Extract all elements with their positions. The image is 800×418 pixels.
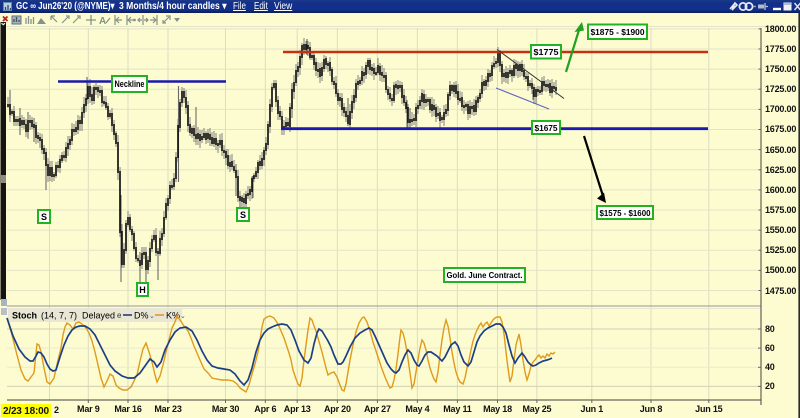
svg-text:1525.00: 1525.00 (765, 245, 796, 255)
svg-text:H: H (139, 285, 146, 295)
svg-text:Mar 9: Mar 9 (77, 404, 100, 414)
svg-text:$1875 - $1900: $1875 - $1900 (591, 27, 645, 37)
svg-text:1675.00: 1675.00 (765, 124, 796, 134)
svg-text:May 18: May 18 (483, 404, 512, 414)
svg-text:Mar 30: Mar 30 (212, 404, 240, 414)
svg-text:Neckline: Neckline (115, 79, 145, 89)
svg-text:Jun 15: Jun 15 (695, 404, 723, 414)
svg-text:2/23 18:00: 2/23 18:00 (3, 406, 49, 417)
svg-text:1575.00: 1575.00 (765, 205, 796, 215)
svg-text:Apr 6: Apr 6 (254, 404, 276, 414)
svg-text:A: A (99, 16, 106, 27)
svg-text:Mar 16: Mar 16 (114, 404, 142, 414)
svg-text:$1575 - $1600: $1575 - $1600 (600, 208, 651, 218)
svg-text:(14, 7, 7): (14, 7, 7) (41, 311, 77, 321)
svg-text:40: 40 (765, 362, 775, 372)
svg-text:1600.00: 1600.00 (765, 185, 796, 195)
svg-text:1500.00: 1500.00 (765, 265, 796, 275)
svg-text:60: 60 (765, 343, 775, 353)
svg-text:Gold. June Contract.: Gold. June Contract. (447, 270, 523, 280)
svg-text:Apr 13: Apr 13 (284, 404, 311, 414)
svg-text:80: 80 (765, 324, 775, 334)
svg-text:Stoch: Stoch (12, 311, 37, 321)
svg-text:$1775: $1775 (534, 47, 559, 57)
svg-text:1775.00: 1775.00 (765, 44, 796, 54)
svg-text:1800.00: 1800.00 (765, 24, 796, 34)
svg-text:1625.00: 1625.00 (765, 165, 796, 175)
svg-text:1750.00: 1750.00 (765, 64, 796, 74)
svg-text:⌄: ⌄ (149, 313, 155, 320)
svg-text:⌄: ⌄ (180, 313, 186, 320)
svg-text:1725.00: 1725.00 (765, 84, 796, 94)
svg-text:S: S (240, 210, 246, 220)
svg-text:Mar 23: Mar 23 (154, 404, 182, 414)
svg-text:2: 2 (54, 405, 59, 415)
svg-text:K%: K% (166, 311, 180, 321)
svg-text:Apr 27: Apr 27 (364, 404, 391, 414)
svg-text:Apr 20: Apr 20 (324, 404, 351, 414)
svg-text:20: 20 (765, 381, 775, 391)
svg-text:1650.00: 1650.00 (765, 145, 796, 155)
svg-text:1700.00: 1700.00 (765, 104, 796, 114)
svg-text:Delayed: Delayed (82, 311, 115, 321)
svg-text:May 11: May 11 (443, 404, 472, 414)
svg-text:1475.00: 1475.00 (765, 286, 796, 296)
svg-text:May 25: May 25 (522, 404, 551, 414)
svg-text:e: e (117, 311, 122, 320)
svg-text:Jun 8: Jun 8 (640, 404, 663, 414)
svg-text:May 4: May 4 (405, 404, 429, 414)
svg-text:D%: D% (134, 311, 149, 321)
svg-text:S: S (41, 212, 47, 222)
svg-text:1550.00: 1550.00 (765, 225, 796, 235)
svg-text:$1675: $1675 (535, 123, 558, 133)
svg-text:Jun 1: Jun 1 (581, 404, 604, 414)
